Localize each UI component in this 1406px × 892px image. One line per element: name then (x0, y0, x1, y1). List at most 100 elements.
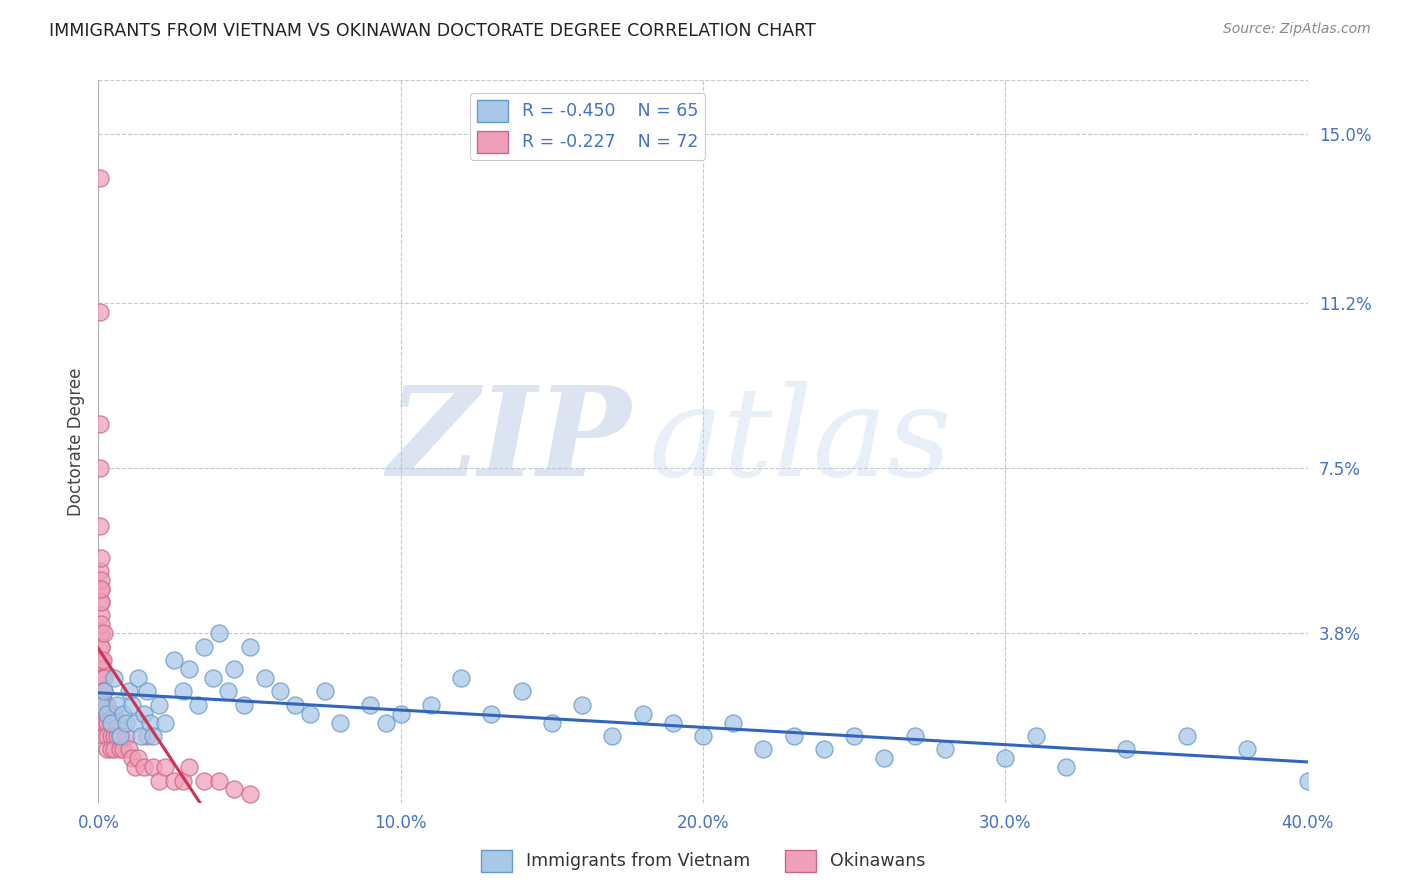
Point (90, 698, 112, 712)
Point (217, 684, 239, 698)
Point (224, 782, 246, 797)
Point (239, 640, 262, 654)
Point (90, 671, 112, 685)
Point (90, 626, 112, 640)
Point (100, 715, 122, 730)
Point (1296, 773, 1319, 788)
Point (93, 706, 115, 721)
Point (723, 715, 745, 730)
Point (91, 653, 114, 667)
Point (114, 715, 136, 730)
Point (602, 729, 624, 743)
Point (103, 706, 125, 721)
Point (118, 742, 141, 756)
Point (450, 671, 472, 685)
Point (100, 729, 122, 743)
Point (661, 715, 683, 730)
Point (1024, 729, 1046, 743)
Legend: Immigrants from Vietnam, Okinawans: Immigrants from Vietnam, Okinawans (474, 843, 932, 879)
Point (90, 706, 112, 721)
Point (93, 684, 115, 698)
Point (314, 684, 336, 698)
Point (481, 706, 503, 721)
Point (329, 715, 352, 730)
Point (172, 684, 194, 698)
Point (135, 729, 157, 743)
Point (105, 715, 128, 730)
Point (172, 773, 194, 788)
Point (127, 671, 149, 685)
Point (540, 715, 562, 730)
Point (299, 706, 322, 721)
Point (163, 653, 186, 667)
Point (90, 640, 112, 654)
Point (994, 751, 1017, 765)
Point (208, 626, 231, 640)
Point (374, 715, 396, 730)
Point (389, 706, 412, 721)
Point (90, 617, 112, 632)
Point (90, 626, 112, 640)
Point (108, 729, 131, 743)
Point (93, 671, 115, 685)
Point (873, 751, 896, 765)
Point (96, 715, 118, 730)
Point (90, 640, 112, 654)
Point (89, 564, 111, 578)
Point (118, 684, 141, 698)
Point (132, 760, 155, 774)
Point (90, 653, 112, 667)
Point (202, 671, 225, 685)
Point (96, 706, 118, 721)
Point (90, 715, 112, 730)
Point (124, 760, 146, 774)
Point (224, 662, 246, 676)
Point (129, 729, 152, 743)
Point (692, 729, 714, 743)
Point (121, 698, 143, 712)
Point (90, 573, 112, 587)
Point (90, 595, 112, 609)
Point (114, 729, 136, 743)
Point (844, 729, 866, 743)
Point (239, 787, 262, 801)
Point (100, 715, 122, 730)
Point (111, 742, 134, 756)
Point (103, 671, 125, 685)
Point (105, 729, 128, 743)
Point (139, 715, 162, 730)
Point (1175, 729, 1198, 743)
Point (89, 417, 111, 431)
Point (103, 742, 125, 756)
Point (179, 760, 201, 774)
Point (90, 550, 112, 565)
Point (153, 715, 176, 730)
Point (90, 595, 112, 609)
Point (91, 698, 114, 712)
Legend: R = -0.450    N = 65, R = -0.227    N = 72: R = -0.450 N = 65, R = -0.227 N = 72 (470, 93, 706, 160)
Point (90, 582, 112, 596)
Point (100, 742, 122, 756)
Point (132, 706, 155, 721)
Point (96, 729, 118, 743)
Point (91, 715, 114, 730)
Point (96, 698, 118, 712)
Point (813, 742, 835, 756)
Point (904, 729, 927, 743)
Point (420, 698, 443, 712)
Point (89, 305, 111, 319)
Point (103, 729, 125, 743)
Text: atlas: atlas (648, 381, 952, 502)
Point (1115, 742, 1137, 756)
Point (1236, 742, 1258, 756)
Point (96, 742, 118, 756)
Point (179, 662, 201, 676)
Point (783, 729, 806, 743)
Point (284, 698, 307, 712)
Point (90, 582, 112, 596)
Point (93, 715, 115, 730)
Point (124, 715, 146, 730)
Point (1054, 760, 1077, 774)
Point (360, 698, 382, 712)
Point (90, 608, 112, 623)
